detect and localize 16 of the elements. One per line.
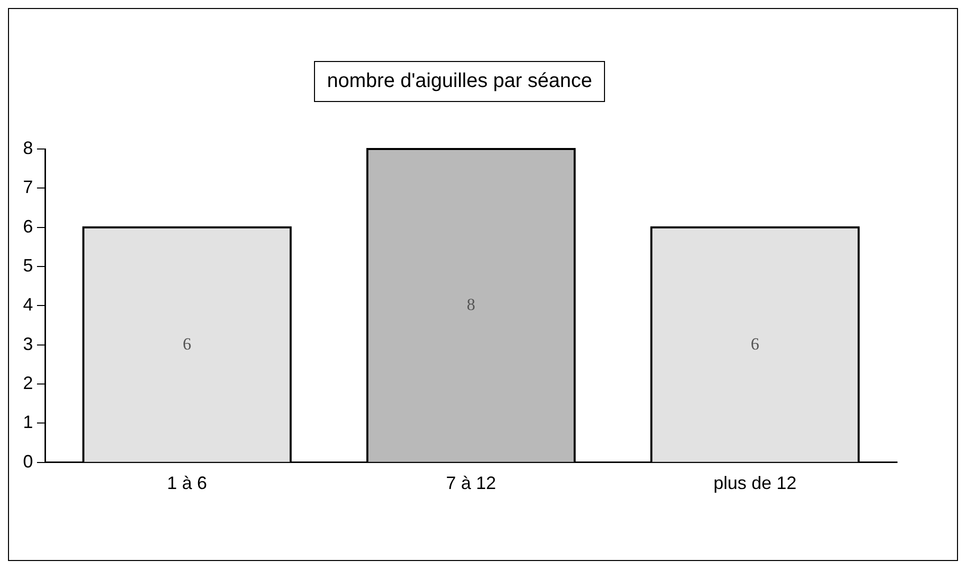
x-tick-label: 1 à 6 [166, 473, 208, 494]
data-label: 6 [750, 334, 760, 354]
y-tick-label: 0 [22, 451, 34, 472]
y-tick-label: 1 [22, 412, 34, 432]
x-tick-label: plus de 12 [713, 473, 797, 494]
y-tick-label: 4 [22, 294, 34, 315]
y-tick-label: 8 [22, 138, 34, 158]
y-tick-label: 2 [22, 373, 34, 394]
data-label: 6 [182, 334, 192, 354]
data-label: 8 [466, 295, 476, 314]
y-tick-label: 5 [22, 255, 34, 276]
x-tick-label: 7 à 12 [446, 473, 496, 494]
y-tick-label: 6 [22, 216, 34, 236]
chart-title: nombre d'aiguilles par séance [314, 61, 606, 102]
y-tick-label: 7 [22, 177, 34, 198]
y-tick-label: 3 [22, 334, 34, 354]
